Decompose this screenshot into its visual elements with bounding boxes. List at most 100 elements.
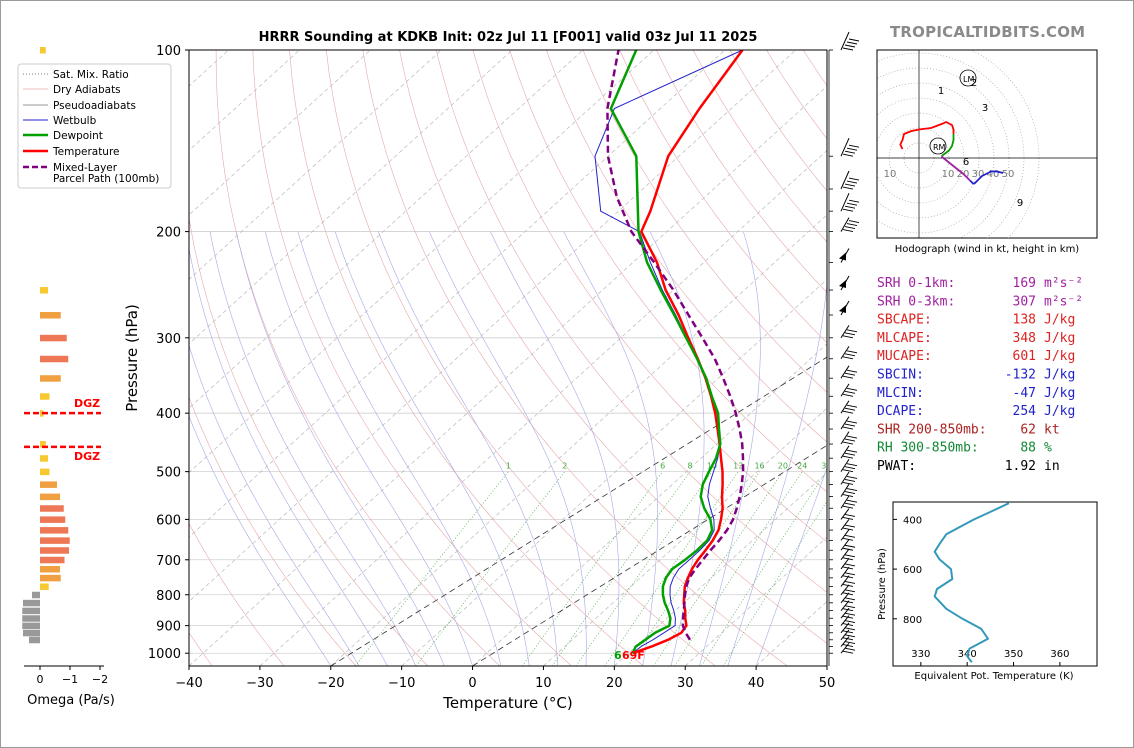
omega-bar [40, 410, 44, 417]
barb-flag [846, 499, 858, 503]
hodograph-height-label: 6 [963, 157, 969, 168]
omega-bar [40, 493, 60, 501]
index-unit: % [1044, 441, 1052, 456]
barb-flag [844, 641, 856, 645]
isotherm-line [189, 50, 513, 345]
index-unit: J/kg [1044, 331, 1075, 346]
barb-flag [844, 534, 856, 538]
barb-flag [844, 353, 856, 357]
barb-flag [848, 199, 860, 203]
index-unit: kt [1044, 422, 1060, 437]
barb-flag [842, 547, 854, 551]
omega-bar [40, 527, 69, 534]
theta-e-y-label: Pressure (hPa) [877, 548, 888, 620]
omega-bar [40, 287, 48, 294]
hodograph-trace [969, 170, 1004, 185]
index-name: SHR 200-850mb: [877, 422, 987, 437]
legend-label: Dry Adiabats [53, 84, 121, 96]
barb-pennant [839, 252, 846, 261]
barb-staff [840, 383, 850, 397]
index-value: -47 [1013, 386, 1036, 401]
barb-flag [844, 390, 856, 394]
theta-e-y-tick-label: 600 [903, 565, 922, 576]
barb-staff [840, 557, 850, 570]
pseudoadiabat [563, 231, 659, 666]
x-tick-label: −40 [175, 676, 202, 691]
mixing-ratio-label: 2 [562, 462, 567, 471]
theta-e-plot [933, 502, 1010, 663]
index-unit: m²s⁻² [1044, 294, 1083, 309]
barb-flag [844, 372, 856, 376]
mixing-ratio-line [653, 471, 784, 666]
wind-barb [839, 275, 850, 291]
y-tick-label: 400 [156, 407, 181, 422]
barb-flag [844, 466, 856, 470]
barb-flag [842, 186, 854, 190]
wind-barb [840, 31, 860, 51]
barb-flag [846, 387, 858, 391]
pseudoadiabat [755, 466, 827, 666]
omega-bar [40, 468, 50, 476]
omega-tick-2: −2 [92, 673, 108, 686]
barb-staff [840, 508, 850, 520]
mixing-ratio-label: 8 [688, 462, 693, 471]
pseudoadiabat [429, 231, 587, 666]
legend-label: Temperature [52, 146, 120, 158]
x-tick-label: −20 [317, 676, 344, 691]
omega-bar [40, 547, 69, 554]
legend-label: Wetbulb [53, 115, 97, 127]
barb-staff [840, 192, 850, 212]
barb-flag [844, 634, 856, 638]
wind-barb [840, 416, 858, 430]
dgz-label-bottom: DGZ [74, 450, 100, 463]
barb-flag [844, 407, 856, 411]
omega-bar [40, 312, 61, 319]
theta-e-x-tick-label: 330 [911, 649, 930, 660]
mixing-ratio-label: 16 [754, 462, 764, 471]
isotherm-line [189, 50, 796, 603]
wind-barb [840, 629, 856, 641]
barb-staff [840, 529, 850, 541]
omega-bar [40, 537, 70, 544]
index-value: 348 [1013, 331, 1036, 346]
barb-flag [842, 410, 854, 414]
barb-flag [844, 491, 856, 495]
barb-flag [842, 469, 854, 473]
index-name: MUCAPE: [877, 349, 932, 364]
index-value: 254 [1013, 404, 1037, 419]
hodograph-height-label: 2 [971, 78, 977, 89]
legend-label: Pseudoadiabats [53, 100, 136, 112]
barb-flag [846, 369, 858, 373]
index-name: SBCIN: [877, 368, 924, 383]
y-tick-label: 900 [156, 620, 181, 635]
barb-flag [842, 637, 854, 641]
index-name: MLCAPE: [877, 331, 932, 346]
dry-adiabat [215, 50, 501, 666]
mixing-ratio-line [355, 471, 509, 666]
barb-flag [846, 449, 858, 453]
index-name: MLCIN: [877, 386, 924, 401]
pseudoadiabat [378, 231, 558, 666]
barb-flag [844, 438, 856, 442]
legend-label: Mixed-Layer [53, 162, 118, 174]
wind-barb [840, 170, 860, 190]
indices-table: SRH 0-1km: 169 m²s⁻² SRH 0-3km: 307 m²s⁻² SBCA… [877, 276, 1083, 474]
barb-flag [844, 605, 856, 609]
barb-flag [842, 481, 854, 485]
skewt-background-lines: 1 2 6 8 10 13 16 20 24 30 36 [189, 50, 827, 666]
barb-flag [844, 332, 856, 336]
watermark: TROPICALTIDBITS.COM [890, 23, 1086, 41]
wind-barb [840, 642, 856, 654]
wind-barb [840, 192, 860, 212]
index-unit: J/kg [1044, 368, 1075, 383]
barb-flag [842, 47, 854, 51]
barb-flag [848, 177, 860, 181]
barb-staff [840, 539, 850, 551]
omega-tick-0: 0 [37, 673, 44, 686]
mixing-ratio-label: 20 [778, 462, 788, 471]
barb-staff [840, 495, 850, 509]
hodograph-lm-label: LM [963, 75, 974, 84]
hodograph-lm-marker [959, 69, 977, 87]
dry-adiabat [189, 522, 285, 666]
